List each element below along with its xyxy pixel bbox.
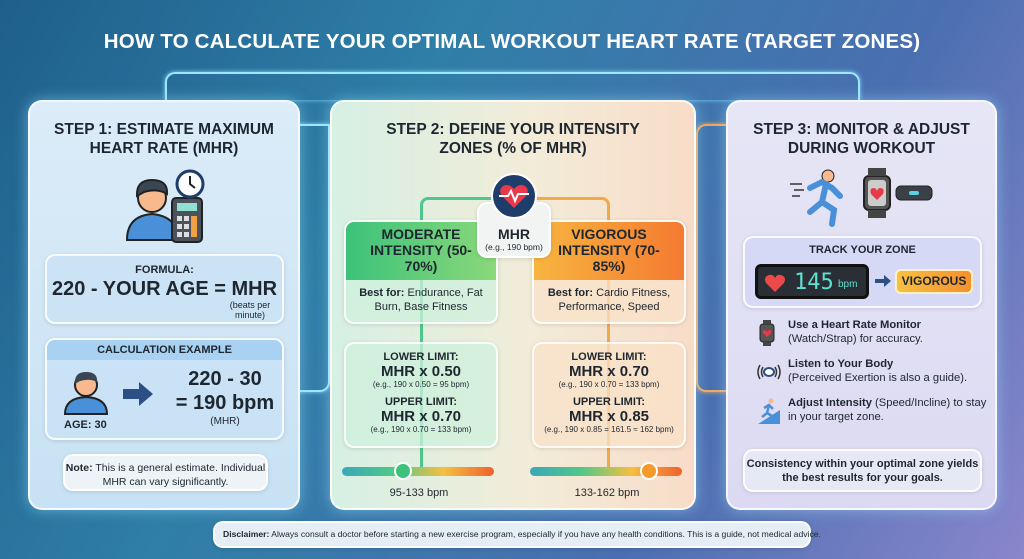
formula-unit: (beats per minute) [229, 300, 271, 320]
step1-title: STEP 1: ESTIMATE MAXIMUM HEART RATE (MHR… [54, 121, 274, 157]
mhr-example: (e.g., 190 bpm) [485, 242, 543, 252]
zone-badge: VIGOROUS [895, 269, 973, 294]
formula: 220 - YOUR AGE = MHR [51, 278, 278, 300]
upper-example: (e.g., 190 x 0.85 = 161.5 ≈ 162 bpm) [544, 425, 674, 434]
note-bold: Note: [65, 462, 93, 474]
sound-waves-icon [757, 364, 781, 380]
zone-slider-thumb [639, 462, 658, 480]
best-for-text: Endurance, Fat Burn, Base Fitness [374, 287, 483, 313]
formula-box: FORMULA: 220 - YOUR AGE = MHR (beats per… [45, 254, 284, 324]
person-calculator-clock-icon [125, 169, 205, 243]
zone-card: VIGOROUS INTENSITY (70-85%) Best for: Ca… [532, 220, 686, 324]
upper-formula: MHR x 0.85 [568, 408, 650, 425]
page-title: HOW TO CALCULATE YOUR OPTIMAL WORKOUT HE… [103, 30, 921, 53]
lower-example: (e.g., 190 x 0.50 = 95 bpm) [372, 380, 470, 389]
person-icon [63, 372, 109, 415]
zone-limits-box: LOWER LIMIT: MHR x 0.50 (e.g., 190 x 0.5… [344, 342, 498, 448]
connector [283, 124, 330, 392]
incline-runner-icon [758, 398, 780, 424]
arrow-right-icon [123, 382, 153, 406]
upper-label: UPPER LIMIT: [572, 396, 646, 408]
disclaimer-bold: Disclaimer: [223, 529, 270, 539]
age-label: AGE: 30 [64, 419, 107, 431]
lower-formula: MHR x 0.70 [568, 363, 650, 380]
formula-label: FORMULA: [135, 264, 194, 276]
zone-title: MODERATE INTENSITY (50-70%) [346, 222, 496, 280]
track-label: TRACK YOUR ZONE [809, 244, 916, 256]
zone-limits-box: LOWER LIMIT: MHR x 0.70 (e.g., 190 x 0.7… [532, 342, 686, 448]
smartwatch-icon [759, 320, 775, 346]
calc-line2: = 190 bpm [175, 392, 275, 414]
calculation-example-box: CALCULATION EXAMPLE AGE: 30 220 - 30 = 1… [45, 338, 284, 440]
zone-title: VIGOROUS INTENSITY (70-85%) [534, 222, 684, 280]
connector [696, 124, 726, 392]
upper-label: UPPER LIMIT: [384, 396, 458, 408]
arrow-right-icon [875, 275, 891, 287]
zone-slider-track [342, 467, 494, 476]
calc-line1: 220 - 30 [188, 368, 262, 390]
consistency-box: Consistency within your optimal zone yie… [743, 449, 982, 492]
tip-text: (Speed/Incline) to stay in your target z… [788, 397, 987, 423]
tip-item: Adjust Intensity (Speed/Incline) to stay… [788, 396, 993, 424]
heart-icon [765, 274, 785, 292]
mhr-label: MHR [498, 226, 530, 242]
step1-panel: STEP 1: ESTIMATE MAXIMUM HEART RATE (MHR… [28, 100, 300, 510]
note-text: This is a general estimate. Individual M… [92, 462, 266, 488]
disclaimer-text: Always consult a doctor before starting … [269, 529, 821, 539]
calc-unit: (MHR) [210, 416, 240, 427]
connector [165, 72, 860, 100]
upper-example: (e.g., 190 x 0.70 = 133 bpm) [370, 425, 472, 434]
step3-panel: STEP 3: MONITOR & ADJUST DURING WORKOUT … [726, 100, 997, 510]
step3-title: STEP 3: MONITOR & ADJUST DURING WORKOUT [753, 121, 970, 157]
step2-panel: STEP 2: DEFINE YOUR INTENSITY ZONES (% O… [330, 100, 696, 510]
upper-formula: MHR x 0.70 [380, 408, 462, 425]
tip-title: Use a Heart Rate Monitor [788, 319, 922, 331]
heart-pulse-icon [491, 173, 537, 219]
bpm-unit: bpm [838, 279, 858, 290]
runner-watch-strap-icon [790, 168, 933, 227]
zone-card: MODERATE INTENSITY (50-70%) Best for: En… [344, 220, 498, 324]
tip-title: Adjust Intensity [788, 397, 872, 409]
track-zone-box: TRACK YOUR ZONE 145 bpm VIGOROUS [743, 236, 982, 308]
lower-label: LOWER LIMIT: [571, 351, 647, 363]
best-for-text: Cardio Fitness, Performance, Speed [558, 287, 671, 313]
bpm-value: 145 [794, 270, 834, 295]
zone-range: 133-162 bpm [574, 487, 640, 499]
tip-text: (Watch/Strap) for accuracy. [788, 333, 923, 345]
step2-title: STEP 2: DEFINE YOUR INTENSITY ZONES (% O… [386, 121, 640, 157]
tip-item: Listen to Your Body (Perceived Exertion i… [788, 357, 993, 385]
heart-rate-display: 145 bpm [755, 264, 869, 299]
zone-slider-thumb [393, 462, 412, 480]
disclaimer-box: Disclaimer: Always consult a doctor befo… [213, 521, 821, 548]
note-box: Note: This is a general estimate. Indivi… [63, 454, 268, 491]
tip-text: (Perceived Exertion is also a guide). [788, 372, 968, 384]
lower-formula: MHR x 0.50 [380, 363, 462, 380]
best-for-label: Best for: [359, 287, 405, 299]
lower-label: LOWER LIMIT: [383, 351, 459, 363]
tip-item: Use a Heart Rate Monitor (Watch/Strap) fo… [788, 318, 993, 346]
best-for-label: Best for: [547, 287, 594, 299]
tip-title: Listen to Your Body [788, 358, 894, 370]
zone-range: 95-133 bpm [389, 487, 449, 499]
lower-example: (e.g., 190 x 0.70 = 133 bpm) [558, 380, 660, 389]
zone-slider-track [530, 467, 682, 476]
example-label: CALCULATION EXAMPLE [47, 340, 282, 360]
